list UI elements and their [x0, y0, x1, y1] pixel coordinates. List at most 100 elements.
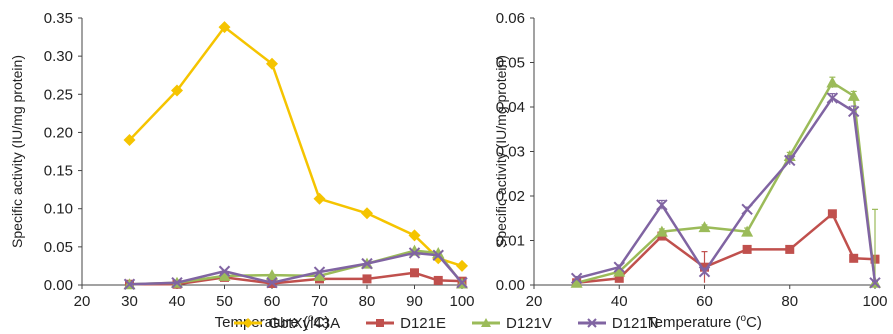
- x-tick-label: 20: [74, 293, 91, 310]
- y-tick-label: 0.05: [496, 55, 525, 72]
- data-point: [613, 261, 625, 273]
- legend-marker-square-icon: [366, 319, 395, 327]
- x-tick-label: 40: [169, 293, 186, 310]
- data-point: [698, 221, 711, 233]
- y-tick-label: 0.15: [44, 163, 73, 180]
- x-tick-label: 80: [781, 293, 798, 310]
- data-point: [785, 244, 795, 254]
- legend-item-d121n: D121N: [577, 314, 659, 332]
- legend-label: D121V: [506, 314, 552, 332]
- y-tick-label: 0.00: [496, 277, 525, 294]
- series-d121n: [123, 247, 468, 290]
- data-point: [218, 21, 231, 34]
- data-point: [171, 84, 183, 97]
- data-point: [741, 203, 753, 216]
- y-tick-label: 0.06: [496, 10, 525, 27]
- data-point: [313, 269, 326, 281]
- legend-marker-diamond-icon: [234, 318, 263, 328]
- y-tick-label: 0.35: [44, 10, 73, 27]
- series-line: [576, 96, 877, 283]
- series-line: [128, 25, 463, 268]
- data-point: [849, 253, 859, 263]
- data-point: [266, 57, 278, 70]
- data-point: [171, 277, 183, 289]
- data-point: [614, 273, 624, 283]
- y-tick-label: 0.25: [44, 86, 73, 103]
- series-d121n: [570, 92, 881, 289]
- y-tick-label: 0.00: [44, 277, 73, 294]
- data-point: [655, 225, 668, 237]
- x-axis-label: Temperature (oC): [647, 313, 762, 331]
- data-point: [826, 76, 839, 88]
- legend-item-d121v: D121V: [472, 315, 552, 332]
- chart-panel-1: 0.00 0.05 0.10 0.15 0.20 0.25 0.30 0.35 20 30 40 50…: [9, 10, 475, 331]
- y-axis-label: Specific activity (IU/mg protein): [9, 55, 25, 248]
- legend-marker-triangle-icon: [472, 318, 500, 327]
- x-tick-label: 100: [862, 293, 887, 310]
- data-point: [656, 199, 668, 211]
- data-point: [869, 277, 881, 289]
- data-point: [361, 257, 373, 270]
- data-point: [847, 89, 860, 101]
- data-point: [698, 265, 711, 278]
- data-point: [218, 265, 231, 277]
- series-d121v: [570, 76, 881, 288]
- x-tick-label: 70: [311, 293, 328, 310]
- data-point: [433, 275, 443, 285]
- x-tick-label: 20: [526, 293, 543, 310]
- x-tick-label: 40: [611, 293, 628, 310]
- data-point: [700, 262, 709, 272]
- y-tick-label: 0.03: [496, 144, 525, 161]
- data-point: [123, 134, 136, 147]
- y-tick-label: 0.02: [496, 188, 525, 205]
- data-point: [456, 259, 468, 272]
- legend-item-gbtxyl43a: GbtXyl43A: [234, 315, 340, 332]
- data-point: [408, 229, 421, 242]
- data-point: [432, 249, 444, 261]
- x-tick-label: 30: [121, 293, 138, 310]
- data-point: [313, 266, 326, 278]
- x-tick-label: 60: [696, 293, 713, 310]
- data-point: [456, 277, 468, 289]
- data-point: [570, 276, 583, 288]
- y-tick-label: 0.01: [496, 233, 525, 250]
- data-point: [827, 209, 837, 219]
- legend-label: D121N: [611, 314, 659, 332]
- data-point: [218, 269, 231, 281]
- data-point: [742, 244, 752, 254]
- y-tick-label: 0.20: [44, 124, 73, 141]
- legend-item-d121e: D121E: [366, 315, 446, 332]
- data-point: [362, 274, 372, 284]
- data-point: [784, 154, 796, 167]
- legend-label: D121E: [400, 314, 446, 332]
- data-point: [408, 247, 421, 259]
- y-axis-label: Specific activity (IU/mg protein): [493, 55, 509, 248]
- data-point: [826, 92, 839, 104]
- x-tick-label: 100: [449, 293, 474, 310]
- data-point: [361, 207, 373, 220]
- data-point: [123, 278, 136, 290]
- legend-label: GbtXyl43A: [268, 314, 341, 332]
- data-point: [266, 277, 278, 289]
- legend-marker-x-icon: [577, 318, 606, 328]
- y-tick-label: 0.05: [44, 239, 73, 256]
- data-point: [266, 269, 278, 281]
- x-tick-label: 50: [216, 293, 233, 310]
- data-point: [847, 105, 860, 118]
- legend: GbtXyl43A D121E D121V D121N: [0, 313, 893, 333]
- x-tick-label: 80: [359, 293, 376, 310]
- data-point: [313, 192, 326, 205]
- data-point: [410, 268, 419, 278]
- chart-panel-2: 0.00 0.01 0.02 0.03 0.04 0.05 0.06 20 40 60 80 100 T…: [493, 10, 888, 331]
- y-tick-label: 0.10: [44, 201, 73, 218]
- x-tick-label: 60: [264, 293, 281, 310]
- x-tick-label: 90: [406, 293, 423, 310]
- data-point: [741, 225, 754, 237]
- series-line: [576, 81, 877, 284]
- y-tick-label: 0.04: [496, 99, 525, 116]
- data-point: [570, 272, 583, 285]
- y-tick-label: 0.30: [44, 48, 73, 65]
- data-point: [613, 265, 626, 277]
- series-gbtxyl43a: [123, 21, 468, 272]
